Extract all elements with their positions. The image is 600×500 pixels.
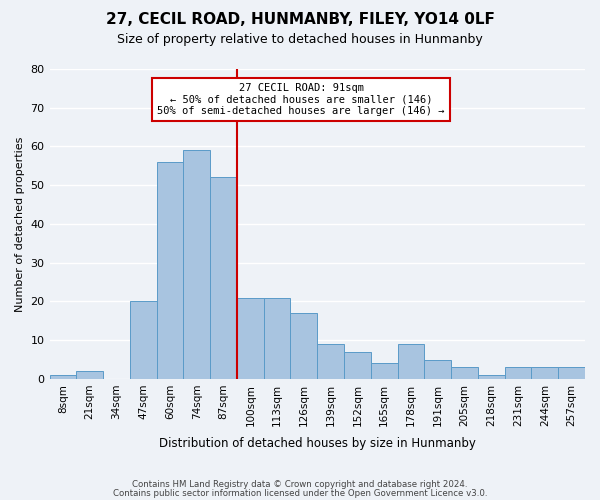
- Bar: [157, 162, 184, 379]
- Bar: [371, 364, 398, 379]
- Bar: [344, 352, 371, 379]
- Text: 27 CECIL ROAD: 91sqm
← 50% of detached houses are smaller (146)
50% of semi-deta: 27 CECIL ROAD: 91sqm ← 50% of detached h…: [157, 83, 445, 116]
- Bar: [264, 298, 290, 379]
- Bar: [398, 344, 424, 379]
- Bar: [50, 375, 76, 379]
- Bar: [317, 344, 344, 379]
- Text: Size of property relative to detached houses in Hunmanby: Size of property relative to detached ho…: [117, 32, 483, 46]
- Bar: [290, 313, 317, 379]
- Bar: [130, 302, 157, 379]
- Y-axis label: Number of detached properties: Number of detached properties: [15, 136, 25, 312]
- Text: 27, CECIL ROAD, HUNMANBY, FILEY, YO14 0LF: 27, CECIL ROAD, HUNMANBY, FILEY, YO14 0L…: [106, 12, 494, 28]
- Bar: [451, 368, 478, 379]
- Bar: [505, 368, 532, 379]
- Bar: [76, 371, 103, 379]
- X-axis label: Distribution of detached houses by size in Hunmanby: Distribution of detached houses by size …: [159, 437, 476, 450]
- Bar: [558, 368, 585, 379]
- Bar: [184, 150, 210, 379]
- Bar: [424, 360, 451, 379]
- Bar: [237, 298, 264, 379]
- Text: Contains HM Land Registry data © Crown copyright and database right 2024.: Contains HM Land Registry data © Crown c…: [132, 480, 468, 489]
- Bar: [532, 368, 558, 379]
- Text: Contains public sector information licensed under the Open Government Licence v3: Contains public sector information licen…: [113, 488, 487, 498]
- Bar: [478, 375, 505, 379]
- Bar: [210, 178, 237, 379]
